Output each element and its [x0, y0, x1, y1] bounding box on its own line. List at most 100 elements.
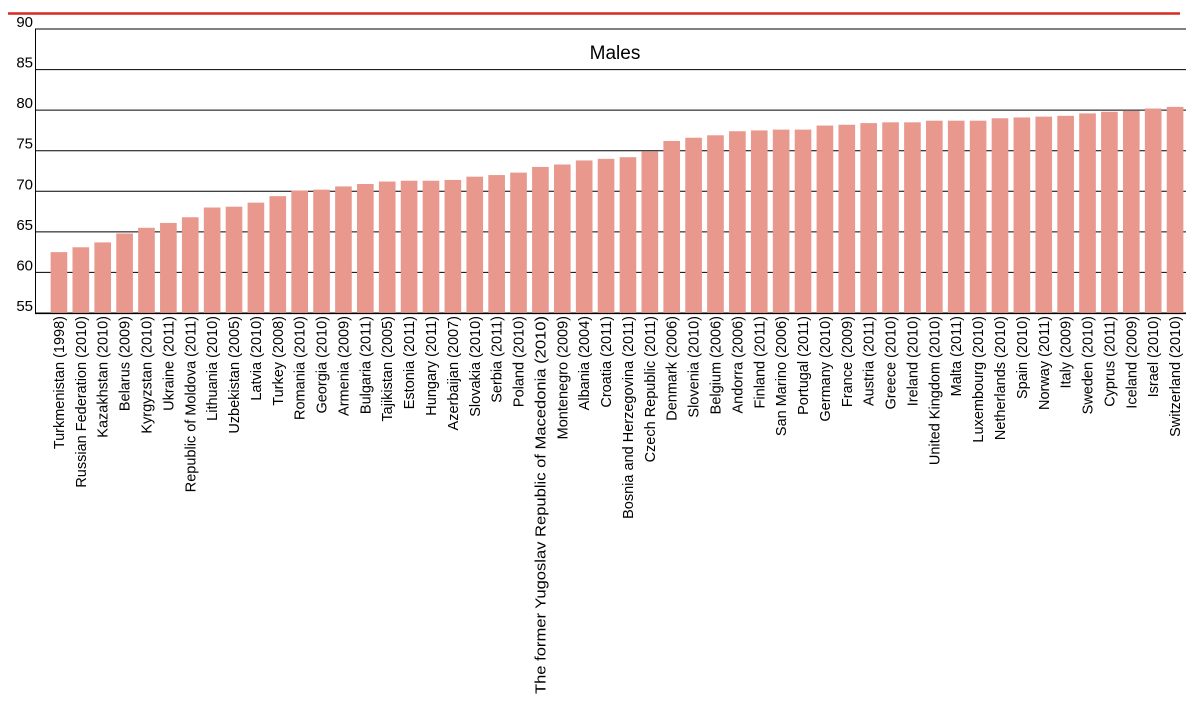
x-category-label: Luxembourg (2010) — [971, 316, 987, 443]
y-tick-label: 70 — [16, 176, 33, 193]
y-tick-label: 65 — [16, 217, 33, 234]
bar — [729, 131, 746, 313]
bar — [816, 125, 834, 313]
x-category-label: Greece (2010) — [884, 316, 900, 410]
bar — [94, 242, 112, 313]
bar — [794, 129, 812, 313]
x-category-label: Kyrgyzstan (2010) — [139, 316, 155, 434]
chart-title: Males — [590, 43, 641, 64]
x-category-label: Denmark (2006) — [665, 316, 681, 421]
y-tick-label: 85 — [16, 55, 33, 72]
x-category-label: Andorra (2006) — [730, 316, 746, 414]
x-category-label: Latvia (2010) — [249, 316, 265, 401]
x-category-label: Portugal (2011) — [796, 316, 812, 415]
bar — [225, 206, 243, 313]
x-category-label: Tajikistan (2005) — [380, 316, 396, 422]
bar — [553, 164, 571, 313]
x-category-label: Cyprus (2011) — [1102, 316, 1118, 407]
bars — [50, 106, 1184, 314]
bar — [926, 120, 943, 313]
title-background — [565, 37, 665, 65]
bar — [904, 122, 921, 313]
x-category-label: Serbia (2011) — [490, 316, 506, 403]
x-category-label: Norway (2011) — [1037, 316, 1053, 410]
x-category-label: Estonia (2011) — [402, 316, 418, 409]
bar — [860, 123, 877, 313]
bar — [663, 140, 681, 313]
bar — [1035, 116, 1053, 314]
bar — [707, 135, 724, 313]
x-category-label: Ireland (2010) — [905, 316, 921, 406]
x-category-label: United Kingdom (2010) — [927, 316, 943, 465]
bar — [750, 130, 768, 313]
x-category-label: Uzbekistan (2005) — [227, 316, 243, 434]
y-tick-label: 60 — [16, 257, 33, 274]
x-category-label: Czech Republic (2011) — [643, 316, 659, 462]
x-category-label: Spain (2010) — [1015, 316, 1031, 399]
y-tick-labels: 55 60 65 70 75 80 85 90 — [16, 14, 33, 315]
x-category-label: The former Yugoslav Republic of Macedoni… — [533, 316, 549, 694]
bar — [510, 172, 527, 313]
x-category-label: Netherlands (2010) — [993, 316, 1009, 440]
bar — [1166, 106, 1184, 313]
bar — [357, 183, 374, 313]
bar — [1144, 108, 1162, 314]
x-category-label: Republic of Moldova (2011) — [183, 316, 199, 492]
bar — [181, 217, 199, 313]
bar — [597, 158, 615, 313]
y-tick-label: 55 — [16, 298, 33, 315]
x-category-label: Slovakia (2010) — [468, 316, 484, 417]
x-category-label: Lithuania (2010) — [205, 316, 221, 421]
bar — [291, 190, 308, 313]
bar — [991, 118, 1009, 313]
bar — [203, 207, 221, 313]
x-category-label: Poland (2010) — [512, 316, 528, 407]
bar — [50, 252, 68, 313]
bar — [882, 122, 899, 313]
x-category-label: Hungary (2011) — [424, 316, 440, 416]
x-category-label: Azerbaijan (2007) — [446, 316, 462, 430]
x-category-label: Slovenia (2010) — [687, 316, 703, 418]
x-category-label: Ukraine (2011) — [161, 316, 177, 411]
x-category-label: Austria (2011) — [862, 316, 878, 406]
bar — [838, 124, 856, 314]
x-category-label: Romania (2010) — [293, 316, 309, 420]
y-tick-label: 75 — [16, 136, 33, 153]
x-category-labels: Turkmenistan (1998) Russian Federation (2… — [52, 316, 1184, 694]
bar — [378, 181, 396, 313]
x-category-label: France (2009) — [840, 316, 856, 407]
bar — [532, 166, 549, 313]
bar — [488, 175, 505, 313]
bar — [400, 180, 418, 313]
x-category-label: Kazakhstan (2010) — [96, 316, 112, 438]
x-category-label: San Marino (2006) — [774, 316, 790, 436]
x-category-label: Georgia (2010) — [315, 316, 331, 414]
bar — [1057, 115, 1074, 313]
x-category-label: Sweden (2010) — [1081, 316, 1097, 414]
y-tick-label: 90 — [16, 14, 33, 31]
bar — [247, 202, 265, 313]
bar — [466, 176, 484, 313]
x-category-label: Turkmenistan (1998) — [52, 316, 68, 449]
x-category-label: Israel (2010) — [1146, 316, 1162, 397]
x-category-label: Russian Federation (2010) — [74, 316, 90, 488]
x-category-label: Finland (2011) — [752, 316, 768, 408]
x-category-label: Turkey (2008) — [271, 316, 287, 406]
bar — [138, 227, 155, 313]
bar — [335, 186, 352, 313]
x-category-label: Bosnia and Herzegovina (2011) — [621, 316, 637, 519]
x-category-label: Croatia (2011) — [599, 316, 615, 408]
bar — [160, 222, 177, 313]
x-category-label: Albania (2004) — [577, 316, 593, 410]
x-category-label: Malta (2011) — [949, 316, 965, 396]
bar — [685, 137, 702, 313]
x-category-label: Armenia (2009) — [336, 316, 352, 416]
bar — [1013, 117, 1031, 314]
x-category-label: Iceland (2009) — [1124, 316, 1140, 409]
bar — [269, 196, 287, 313]
x-category-label: Belarus (2009) — [118, 316, 134, 411]
x-category-label: Switzerland (2010) — [1168, 316, 1184, 437]
bar — [116, 233, 133, 313]
x-category-label: Germany (2010) — [818, 316, 834, 422]
